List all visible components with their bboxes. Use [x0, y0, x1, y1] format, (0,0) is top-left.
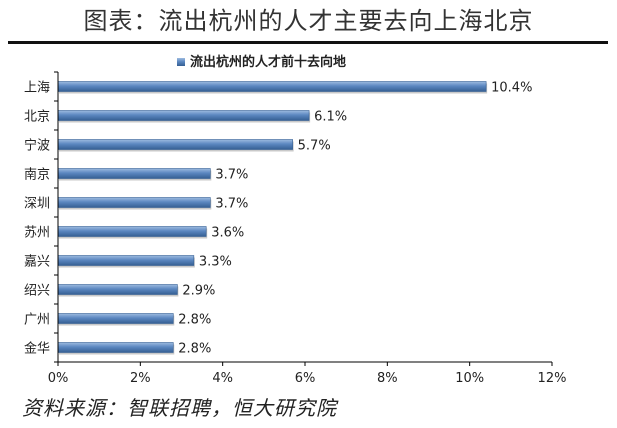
bars: 10.4% 6.1% 5.7% 3.7% 3.7% 3.6% 3.3% 2.9% 2.8% 2.8…	[57, 81, 532, 357]
bar	[57, 168, 211, 179]
data-label: 5.7%	[298, 139, 331, 154]
category-label: 深圳	[24, 197, 50, 212]
category-label: 嘉兴	[24, 255, 50, 270]
category-label: 宁波	[24, 138, 50, 154]
bar	[57, 342, 174, 353]
category-label: 上海	[24, 81, 50, 96]
bar	[57, 226, 207, 237]
data-label: 10.4%	[491, 81, 532, 96]
data-label: 2.9%	[182, 284, 215, 299]
bar	[57, 255, 195, 266]
x-tick-label: 12%	[538, 371, 567, 386]
bar	[57, 284, 178, 295]
bar	[57, 81, 487, 92]
x-tick-label: 4%	[212, 371, 233, 386]
bar	[57, 110, 310, 121]
category-label: 苏州	[24, 225, 50, 241]
category-label: 北京	[24, 110, 50, 125]
legend-swatch	[177, 58, 185, 66]
legend-label: 流出杭州的人才前十去向地	[190, 54, 346, 70]
x-tick-label: 6%	[295, 371, 316, 386]
data-label: 3.3%	[199, 255, 232, 270]
bar	[57, 313, 174, 324]
category-label: 金华	[24, 341, 50, 357]
chart-legend: 流出杭州的人才前十去向地	[177, 54, 346, 70]
data-label: 2.8%	[178, 313, 211, 328]
data-label: 3.7%	[215, 197, 248, 212]
bar-chart: 流出杭州的人才前十去向地 10.4% 6.1% 5.7% 3.7% 3.7% 3.6% 3.…	[24, 54, 567, 386]
x-tick-label: 0%	[48, 371, 69, 386]
figure-title: 图表：流出杭州的人才主要去向上海北京	[83, 7, 534, 35]
category-label: 广州	[24, 313, 50, 328]
bar	[57, 197, 211, 208]
data-label: 3.6%	[211, 226, 244, 241]
data-label: 3.7%	[215, 168, 248, 183]
data-label: 6.1%	[314, 110, 347, 125]
category-label: 南京	[24, 167, 50, 183]
title-rule	[8, 41, 608, 44]
data-label: 2.8%	[178, 342, 211, 357]
x-tick-label: 10%	[455, 371, 484, 386]
source-note: 资料来源：智联招聘，恒大研究院	[22, 396, 337, 420]
x-tick-label: 8%	[377, 371, 398, 386]
category-label: 绍兴	[24, 284, 50, 299]
bar	[57, 139, 293, 150]
x-tick-label: 2%	[130, 371, 151, 386]
